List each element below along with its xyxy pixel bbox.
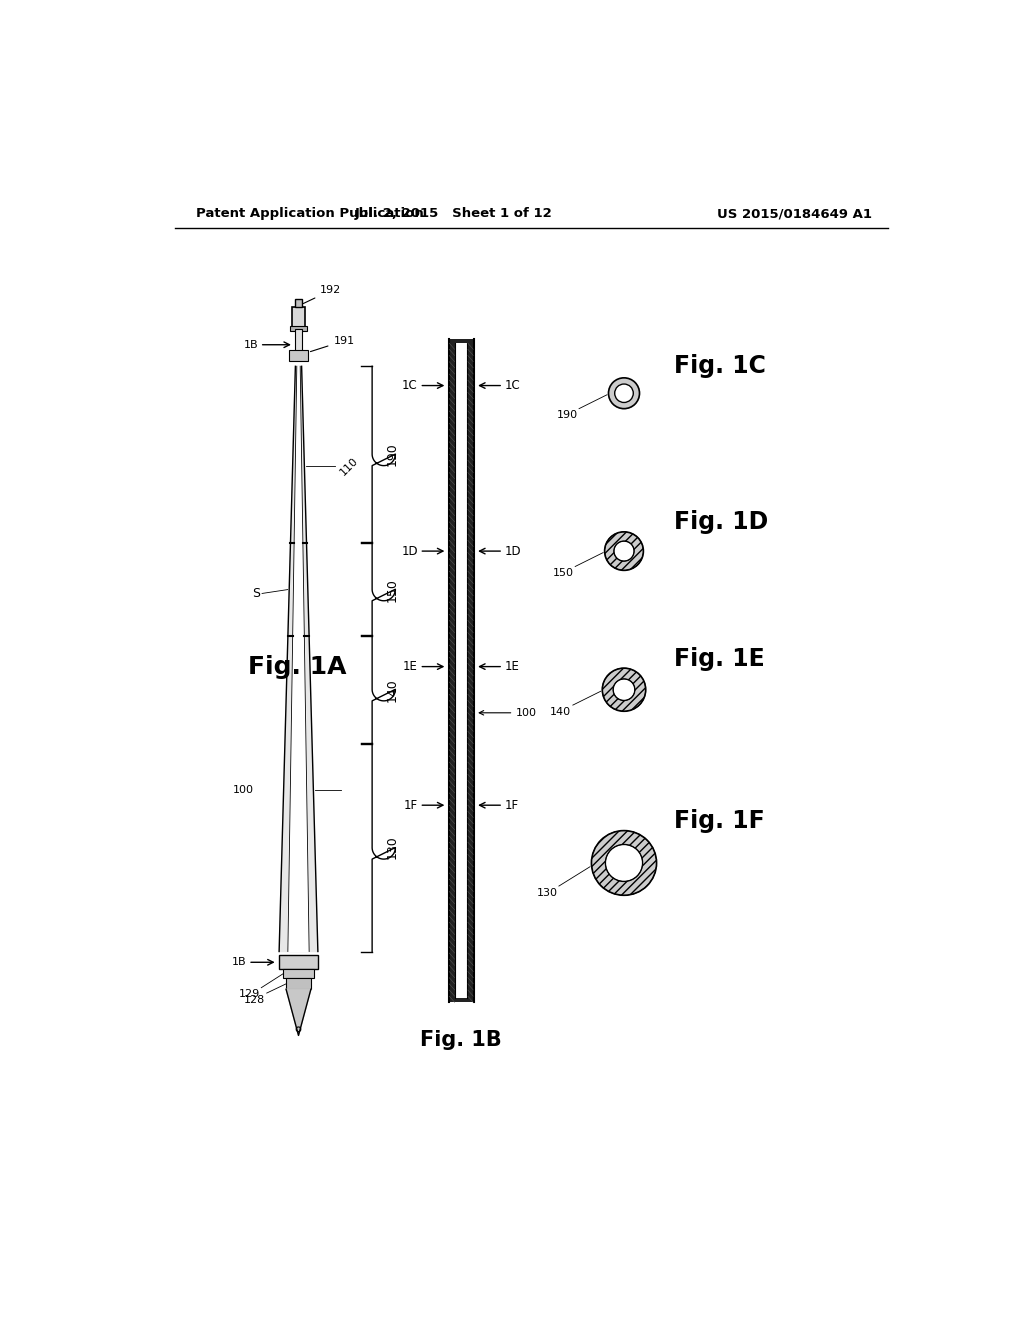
- Text: 190: 190: [386, 442, 399, 466]
- Bar: [449, 339, 455, 1002]
- Text: 130: 130: [386, 836, 399, 859]
- Text: 1E: 1E: [403, 660, 418, 673]
- Bar: [295, 300, 302, 308]
- Text: US 2015/0184649 A1: US 2015/0184649 A1: [717, 207, 872, 220]
- Text: 140: 140: [386, 678, 399, 701]
- Text: Fig. 1C: Fig. 1C: [675, 354, 766, 379]
- Text: 1F: 1F: [403, 799, 418, 812]
- Text: 150: 150: [386, 578, 399, 602]
- Text: Fig. 1A: Fig. 1A: [248, 655, 347, 678]
- Text: 191: 191: [310, 335, 354, 351]
- Bar: [280, 956, 317, 969]
- Bar: [467, 339, 474, 1002]
- Circle shape: [592, 830, 656, 895]
- Circle shape: [614, 541, 634, 561]
- Text: Fig. 1B: Fig. 1B: [421, 1030, 502, 1049]
- Text: 1D: 1D: [505, 545, 521, 557]
- Text: 1B: 1B: [244, 339, 258, 350]
- Bar: [286, 978, 311, 989]
- Text: 140: 140: [550, 706, 571, 717]
- Text: 110: 110: [339, 455, 360, 478]
- Polygon shape: [280, 367, 317, 952]
- Circle shape: [614, 384, 633, 403]
- Text: 1F: 1F: [505, 799, 519, 812]
- Text: 100: 100: [233, 785, 254, 795]
- Text: 1C: 1C: [402, 379, 418, 392]
- Circle shape: [608, 378, 640, 409]
- Text: 1B: 1B: [232, 957, 247, 968]
- Circle shape: [605, 845, 643, 882]
- Bar: [292, 308, 305, 330]
- Bar: [290, 326, 307, 331]
- Circle shape: [602, 668, 646, 711]
- Text: 128: 128: [244, 995, 265, 1005]
- Circle shape: [604, 532, 643, 570]
- Text: Fig. 1D: Fig. 1D: [675, 510, 769, 533]
- Text: 1D: 1D: [401, 545, 418, 557]
- Text: 1C: 1C: [505, 379, 520, 392]
- Text: Fig. 1F: Fig. 1F: [675, 809, 765, 833]
- Bar: [289, 350, 308, 360]
- Text: 130: 130: [537, 887, 557, 898]
- Bar: [283, 969, 314, 978]
- Bar: [295, 330, 302, 355]
- Text: 150: 150: [553, 568, 573, 578]
- Text: Fig. 1E: Fig. 1E: [675, 647, 765, 671]
- Bar: [449, 339, 474, 343]
- Text: 129: 129: [239, 989, 260, 999]
- Text: Patent Application Publication: Patent Application Publication: [197, 207, 424, 220]
- Bar: [449, 998, 474, 1002]
- Polygon shape: [286, 989, 311, 1035]
- Text: 1E: 1E: [505, 660, 519, 673]
- Text: Jul. 2, 2015   Sheet 1 of 12: Jul. 2, 2015 Sheet 1 of 12: [354, 207, 552, 220]
- Text: 192: 192: [303, 285, 341, 304]
- Text: 100: 100: [479, 708, 538, 718]
- Text: 190: 190: [556, 411, 578, 420]
- Polygon shape: [288, 367, 309, 952]
- Text: S: S: [252, 587, 260, 601]
- Circle shape: [613, 678, 635, 701]
